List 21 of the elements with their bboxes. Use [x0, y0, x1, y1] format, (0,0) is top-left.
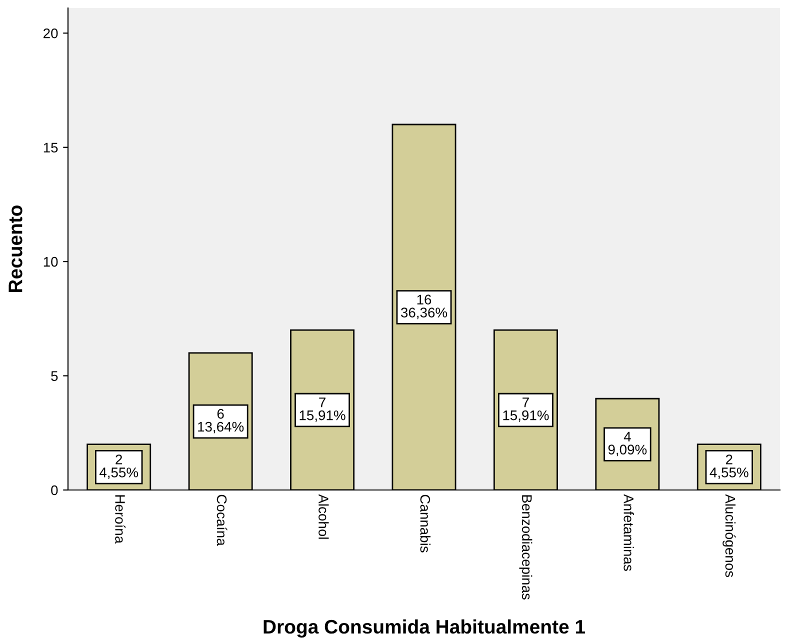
y-tick-label: 20	[44, 28, 58, 38]
x-tick-label: Anfetaminas	[624, 494, 634, 571]
data-label: 2 4,55%	[710, 454, 748, 479]
data-label: 16 36,36%	[400, 294, 448, 320]
x-tick-label: Cannabis	[420, 494, 430, 552]
y-tick-label: 5	[51, 371, 58, 381]
data-label: 7 15,91%	[503, 398, 549, 422]
y-axis-title: Recuento	[8, 205, 22, 292]
x-axis-title: Droga Consumida Habitualmente 1	[264, 619, 585, 638]
y-tick-label: 0	[51, 485, 58, 496]
y-tick-label: 10	[44, 256, 58, 267]
data-label: 6 13,64%	[198, 408, 244, 434]
x-tick-label: Cocaína	[216, 494, 228, 546]
x-tick-label: Heroína	[115, 495, 126, 544]
data-label: 2 4,55%	[99, 454, 138, 479]
x-tick-label: Alcohol	[318, 494, 329, 539]
data-label: 7 15,91%	[300, 398, 346, 422]
x-tick-label: Alucinógenos	[722, 494, 736, 578]
y-tick-label: 15	[44, 142, 58, 153]
x-tick-label: Benzodiacepinas	[519, 495, 532, 600]
data-label: 4 9,09%	[608, 432, 647, 456]
